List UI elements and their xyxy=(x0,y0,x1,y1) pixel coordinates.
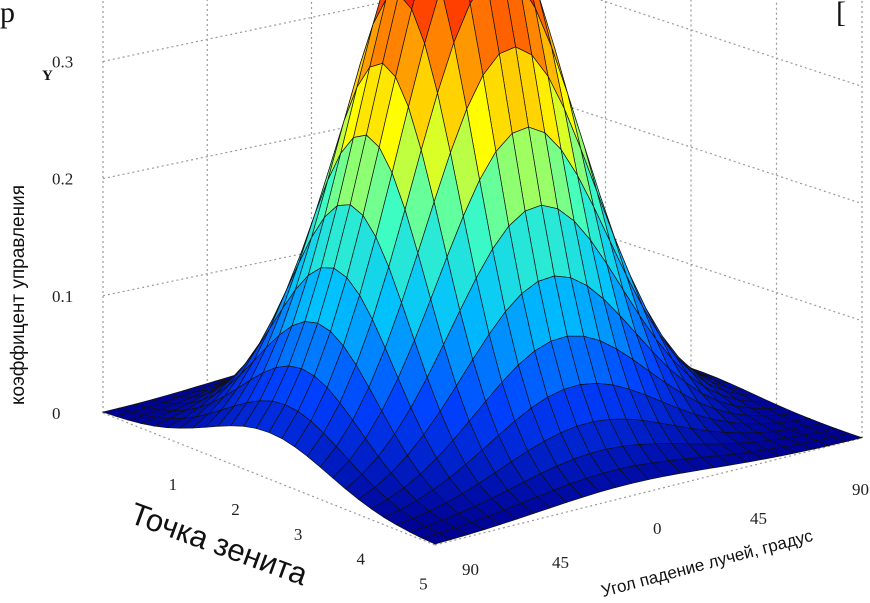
z-tick-label: 90 xyxy=(462,560,479,579)
y-axis-label: коэффицент управления xyxy=(8,185,29,405)
y-tick-label: 0.1 xyxy=(52,287,73,306)
floor-edge xyxy=(434,437,863,546)
x-tick-label: 1 xyxy=(169,475,178,494)
x-tick-label: 5 xyxy=(419,575,428,594)
axis-letter: Y xyxy=(42,68,53,84)
z-tick-label: 45 xyxy=(750,509,767,528)
z-tick-label: 45 xyxy=(552,553,569,572)
z-tick-label: 0 xyxy=(653,519,662,538)
x-axis-label: Точка зенита xyxy=(126,496,313,593)
y-tick-label: 0.3 xyxy=(52,52,73,71)
top-caption-right: [ xyxy=(836,0,846,29)
x-tick-label: 4 xyxy=(357,550,366,569)
surface-plot xyxy=(101,0,864,545)
grid-line xyxy=(102,0,397,62)
y-tick-label: 0.2 xyxy=(52,170,73,189)
grid-line xyxy=(598,0,863,87)
grid-line xyxy=(519,90,863,205)
tick-labels: 00.10.20.30.40.512345904504590 xyxy=(52,52,869,594)
top-caption-left: р xyxy=(0,0,15,29)
x-tick-label: 3 xyxy=(294,525,303,544)
z-axis-label: Угол падение лучей, градус xyxy=(599,526,815,601)
x-tick-label: 2 xyxy=(231,500,240,519)
surface-cell xyxy=(421,532,453,545)
y-tick-label: 0 xyxy=(52,404,61,423)
z-tick-label: 90 xyxy=(852,480,869,499)
